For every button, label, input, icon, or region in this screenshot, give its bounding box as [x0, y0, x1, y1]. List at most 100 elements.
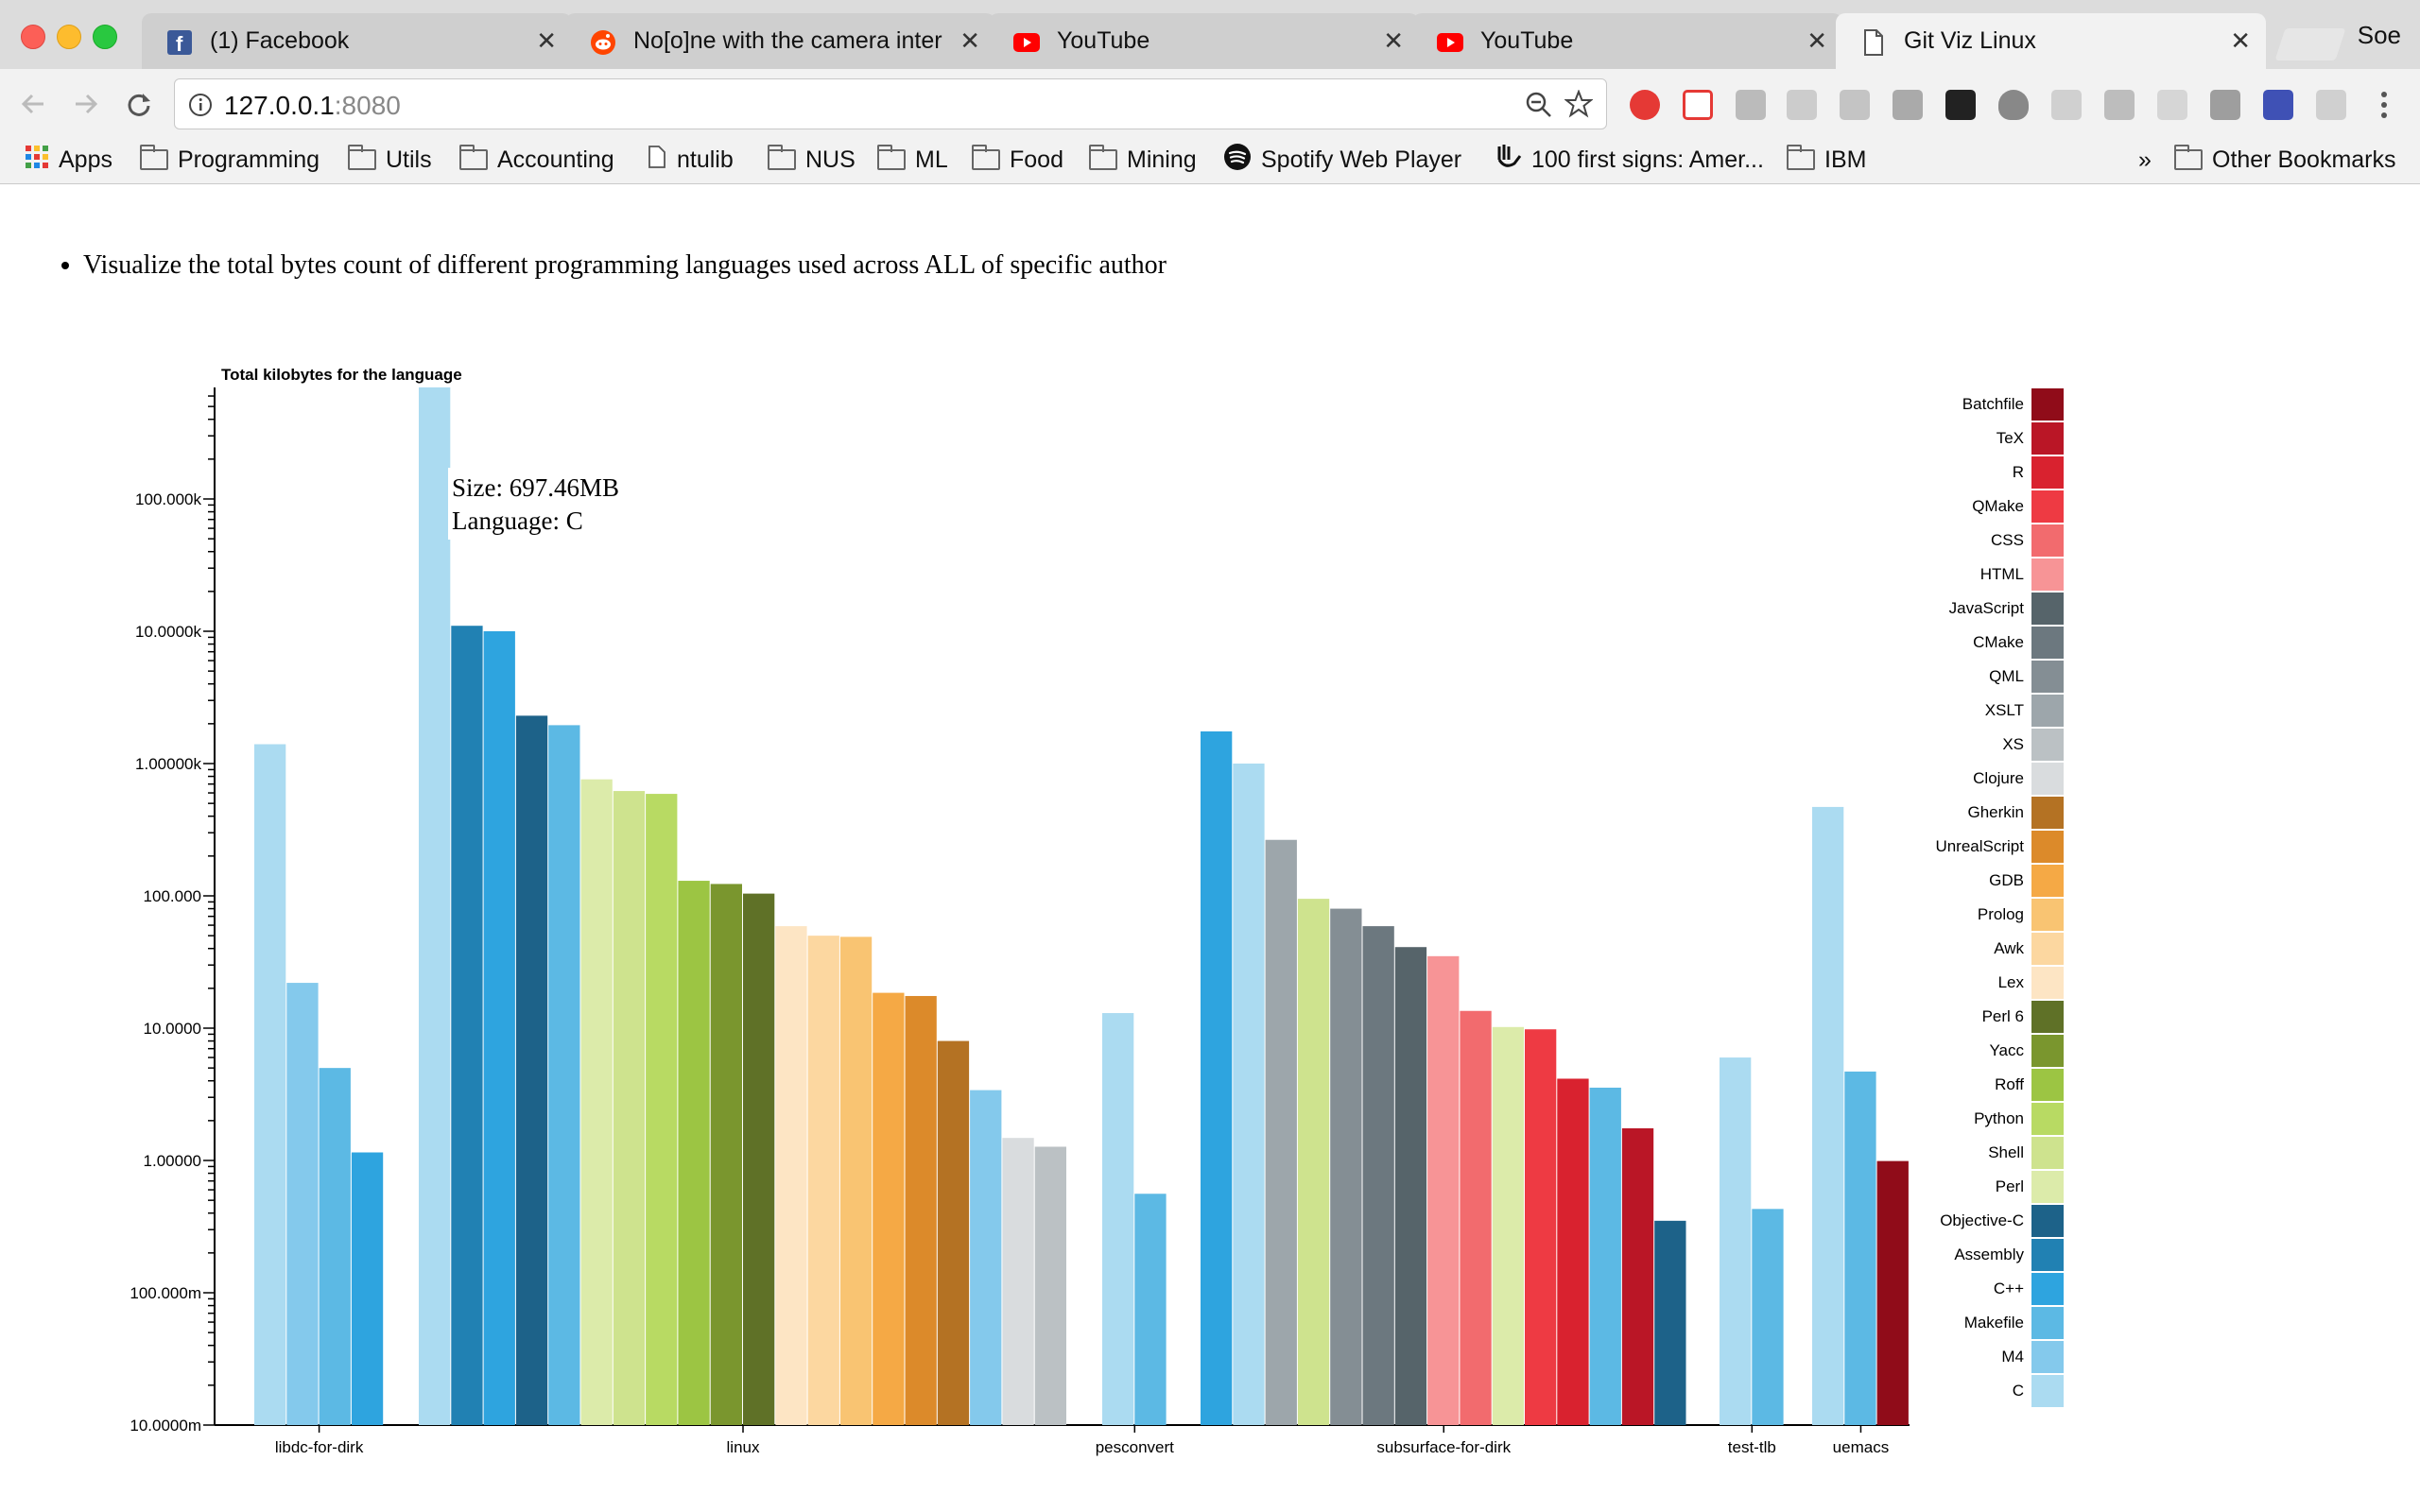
new-tab-button[interactable]	[2274, 28, 2346, 60]
bar-subsurface-for-dirk-cmake[interactable]	[1362, 926, 1394, 1425]
bookmark-mining[interactable]: Mining	[1089, 143, 1197, 177]
legend-label: Yacc	[1989, 1041, 2024, 1059]
bar-linux-gdb[interactable]	[873, 992, 905, 1425]
bookmark-nus[interactable]: NUS	[768, 143, 856, 177]
address-bar[interactable]: 127.0.0.1:8080	[174, 78, 1607, 129]
forward-arrow-icon[interactable]	[68, 86, 104, 122]
bar-linux-roff[interactable]	[678, 881, 710, 1425]
bar-linux-shell[interactable]	[613, 791, 646, 1425]
bookmark-100-first-signs[interactable]: 100 first signs: Amer...	[1495, 143, 1764, 177]
bar-linux-objective-c[interactable]	[515, 715, 548, 1425]
bar-linux-yacc[interactable]	[710, 884, 742, 1425]
vue-extension-icon[interactable]	[2210, 90, 2240, 120]
bar-linux-gherkin[interactable]	[937, 1040, 970, 1425]
close-icon[interactable]: ✕	[1383, 26, 1404, 55]
bar-subsurface-for-dirk-qmake[interactable]	[1525, 1029, 1557, 1425]
kebab-menu-icon[interactable]	[2375, 88, 2394, 127]
bar-uemacs-makefile[interactable]	[1844, 1071, 1876, 1425]
react-extension-icon[interactable]	[2051, 90, 2082, 120]
bar-test-tlb-makefile[interactable]	[1752, 1209, 1784, 1425]
bar-linux-awk[interactable]	[807, 936, 839, 1425]
tab-youtube-1[interactable]: YouTube ✕	[989, 13, 1419, 69]
window-maximize-button[interactable]	[93, 25, 117, 49]
bookmark-ntulib[interactable]: ntulib	[648, 143, 734, 177]
bar-libdc-for-dirk-makefile[interactable]	[319, 1068, 351, 1425]
bar-subsurface-for-dirk-shell[interactable]	[1297, 899, 1330, 1425]
language-bytes-chart: Total kilobytes for the language 10.0000…	[130, 366, 2064, 1456]
info-icon[interactable]	[188, 93, 213, 122]
bar-subsurface-for-dirk-makefile[interactable]	[1589, 1087, 1621, 1425]
z-extension-icon[interactable]	[2263, 90, 2293, 120]
grid-extension-icon[interactable]	[2104, 90, 2135, 120]
bar-linux-c[interactable]	[419, 387, 451, 1426]
zotero-extension-icon[interactable]	[1945, 90, 1976, 120]
bar-subsurface-for-dirk-c-[interactable]	[1201, 730, 1233, 1425]
tab-reddit[interactable]: No[o]ne with the camera inter ✕	[565, 13, 995, 69]
url-text[interactable]: 127.0.0.1:8080	[224, 91, 401, 121]
profile-name[interactable]: Soe	[2357, 21, 2401, 49]
close-icon[interactable]: ✕	[1806, 26, 1827, 55]
bar-linux-m4[interactable]	[970, 1090, 1002, 1425]
bar-linux-prolog[interactable]	[839, 936, 873, 1425]
tab-facebook[interactable]: f (1) Facebook ✕	[142, 13, 572, 69]
markdown-extension-icon[interactable]	[1840, 90, 1870, 120]
window-minimize-button[interactable]	[57, 25, 81, 49]
translate-extension-icon[interactable]	[1893, 90, 1923, 120]
bar-subsurface-for-dirk-c[interactable]	[1233, 764, 1265, 1425]
star-icon[interactable]	[1564, 89, 1594, 123]
fast-forward-extension-icon[interactable]	[1683, 90, 1713, 120]
bookmarks-overflow-chevron[interactable]: »	[2138, 146, 2152, 173]
bookmark-accounting[interactable]: Accounting	[459, 143, 614, 177]
bar-pesconvert-makefile[interactable]	[1134, 1194, 1167, 1425]
bar-subsurface-for-dirk-perl[interactable]	[1492, 1026, 1524, 1425]
bar-linux-perl-6[interactable]	[743, 893, 775, 1425]
bookmark-spotify[interactable]: Spotify Web Player	[1223, 143, 1461, 177]
close-icon[interactable]: ✕	[536, 26, 557, 55]
bar-libdc-for-dirk-c-[interactable]	[351, 1152, 384, 1425]
tab-git-viz-linux[interactable]: Git Viz Linux ✕	[1836, 13, 2266, 69]
bar-subsurface-for-dirk-javascript[interactable]	[1394, 947, 1427, 1425]
shield-extension-icon[interactable]	[1998, 90, 2029, 120]
bookmark-other-bookmarks[interactable]: Other Bookmarks	[2174, 143, 2396, 177]
ublock-extension-icon[interactable]	[1630, 90, 1660, 120]
back-arrow-icon[interactable]	[15, 86, 51, 122]
bar-subsurface-for-dirk-qml[interactable]	[1330, 908, 1362, 1425]
bar-linux-python[interactable]	[646, 794, 678, 1425]
bar-subsurface-for-dirk-xslt[interactable]	[1265, 839, 1297, 1425]
edit-extension-icon[interactable]	[1787, 90, 1817, 120]
bookmark-programming[interactable]: Programming	[140, 143, 320, 177]
bar-linux-lex[interactable]	[775, 926, 807, 1425]
bookmark-ml[interactable]: ML	[877, 143, 948, 177]
bar-linux-assembly[interactable]	[451, 626, 483, 1425]
bar-libdc-for-dirk-c[interactable]	[254, 744, 286, 1425]
bar-subsurface-for-dirk-objective-c[interactable]	[1654, 1220, 1686, 1425]
bar-libdc-for-dirk-m4[interactable]	[286, 983, 319, 1425]
bar-subsurface-for-dirk-css[interactable]	[1460, 1010, 1492, 1425]
close-icon[interactable]: ✕	[959, 26, 980, 55]
bar-linux-c-[interactable]	[483, 631, 515, 1425]
bookmark-apps[interactable]: Apps	[25, 143, 112, 177]
tree-extension-icon[interactable]	[2157, 90, 2187, 120]
window-close-button[interactable]	[21, 25, 45, 49]
close-icon[interactable]: ✕	[2230, 26, 2251, 55]
reload-icon[interactable]	[121, 86, 157, 122]
bar-uemacs-batchfile[interactable]	[1876, 1160, 1909, 1425]
bookmark-ibm[interactable]: IBM	[1787, 143, 1866, 177]
bar-subsurface-for-dirk-html[interactable]	[1427, 955, 1460, 1425]
bar-test-tlb-c[interactable]	[1720, 1057, 1752, 1425]
search-extension-icon[interactable]	[2316, 90, 2346, 120]
bar-linux-xs[interactable]	[1034, 1146, 1066, 1425]
bar-linux-clojure[interactable]	[1002, 1138, 1034, 1425]
bar-linux-makefile[interactable]	[548, 725, 580, 1425]
presentation-extension-icon[interactable]	[1736, 90, 1766, 120]
bar-subsurface-for-dirk-tex[interactable]	[1621, 1127, 1654, 1425]
tab-youtube-2[interactable]: YouTube ✕	[1412, 13, 1842, 69]
bar-pesconvert-c[interactable]	[1102, 1013, 1134, 1425]
bar-linux-unrealscript[interactable]	[905, 995, 937, 1425]
bookmark-food[interactable]: Food	[972, 143, 1063, 177]
bookmark-utils[interactable]: Utils	[348, 143, 432, 177]
bar-subsurface-for-dirk-r[interactable]	[1557, 1078, 1589, 1425]
bar-linux-perl[interactable]	[580, 779, 613, 1425]
zoom-icon[interactable]	[1525, 91, 1553, 124]
bar-uemacs-c[interactable]	[1812, 806, 1844, 1425]
